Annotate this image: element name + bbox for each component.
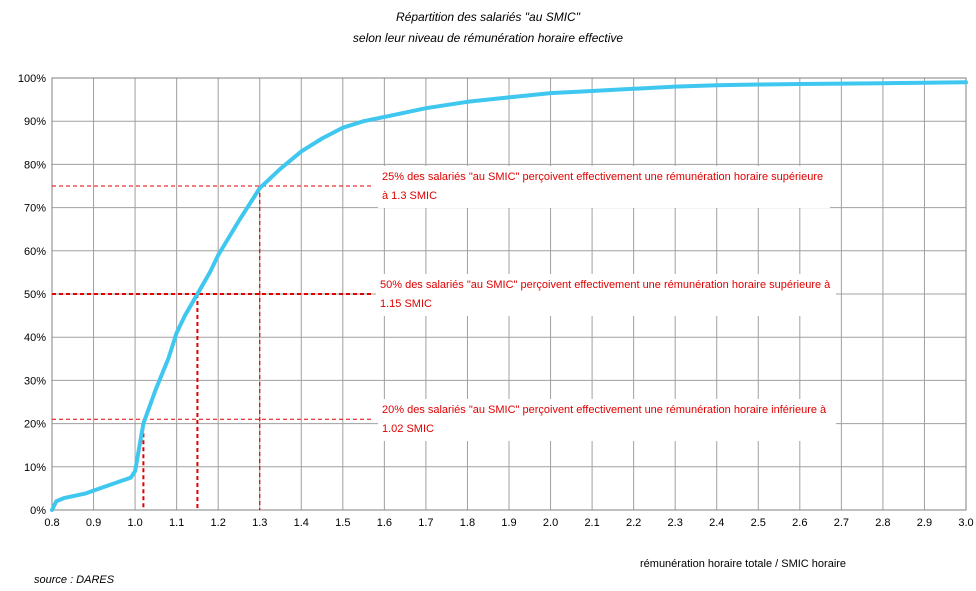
series-layer bbox=[50, 80, 968, 512]
x-tick-label: 1.5 bbox=[335, 517, 350, 529]
series-line-cumulative bbox=[50, 80, 968, 512]
x-tick-label: 2.4 bbox=[709, 517, 724, 529]
y-tick-label: 50% bbox=[24, 289, 46, 301]
x-tick-label: 2.1 bbox=[584, 517, 599, 529]
y-tick-label: 90% bbox=[24, 116, 46, 128]
x-tick-label: 2.0 bbox=[543, 517, 558, 529]
x-tick-label: 2.8 bbox=[875, 517, 890, 529]
chart-title: Répartition des salariés "au SMIC" bbox=[396, 10, 580, 24]
x-tick-label: 0.8 bbox=[44, 517, 59, 529]
annotation-50-percent: 50% des salariés "au SMIC" perçoivent ef… bbox=[376, 274, 836, 316]
y-tick-label: 80% bbox=[24, 159, 46, 171]
x-tick-label: 1.8 bbox=[460, 517, 475, 529]
x-tick-label: 1.1 bbox=[169, 517, 184, 529]
x-tick-label: 3.0 bbox=[958, 517, 973, 529]
chart-subtitle: selon leur niveau de rémunération horair… bbox=[352, 31, 624, 45]
x-tick-label: 1.2 bbox=[211, 517, 226, 529]
annotation-25-percent: 25% des salariés "au SMIC" perçoivent ef… bbox=[378, 166, 830, 208]
y-tick-label: 100% bbox=[18, 73, 46, 85]
y-tick-label: 70% bbox=[24, 203, 46, 215]
y-tick-label: 40% bbox=[24, 332, 46, 344]
source-note: source : DARES bbox=[34, 574, 115, 586]
x-tick-label: 2.9 bbox=[917, 517, 932, 529]
x-tick-label: 1.4 bbox=[294, 517, 309, 529]
annotation-20-percent: 20% des salariés "au SMIC" perçoivent ef… bbox=[378, 399, 836, 441]
x-axis-label: rémunération horaire totale / SMIC horai… bbox=[640, 558, 847, 570]
x-tick-label: 1.9 bbox=[501, 517, 516, 529]
x-axis-ticks: 0.8 0.9 1.0 1.1 1.2 1.3 1.4 1.5 1.6 1.7 1.8 1.9 2.0 2… bbox=[44, 517, 973, 529]
x-tick-label: 2.5 bbox=[751, 517, 766, 529]
x-tick-label: 1.7 bbox=[418, 517, 433, 529]
y-tick-label: 30% bbox=[24, 375, 46, 387]
x-tick-label: 1.6 bbox=[377, 517, 392, 529]
x-tick-label: 2.3 bbox=[668, 517, 683, 529]
y-tick-label: 60% bbox=[24, 246, 46, 258]
x-tick-label: 1.0 bbox=[127, 517, 142, 529]
y-axis-ticks: 0% 10% 20% 30% 40% 50% 60% 70% 80% 90% 100% bbox=[18, 73, 46, 517]
y-tick-label: 20% bbox=[24, 419, 46, 431]
x-tick-label: 2.7 bbox=[834, 517, 849, 529]
x-tick-label: 2.6 bbox=[792, 517, 807, 529]
y-tick-label: 0% bbox=[30, 505, 46, 517]
y-tick-label: 10% bbox=[24, 462, 46, 474]
x-tick-label: 2.2 bbox=[626, 517, 641, 529]
x-tick-label: 1.3 bbox=[252, 517, 267, 529]
x-tick-label: 0.9 bbox=[86, 517, 101, 529]
